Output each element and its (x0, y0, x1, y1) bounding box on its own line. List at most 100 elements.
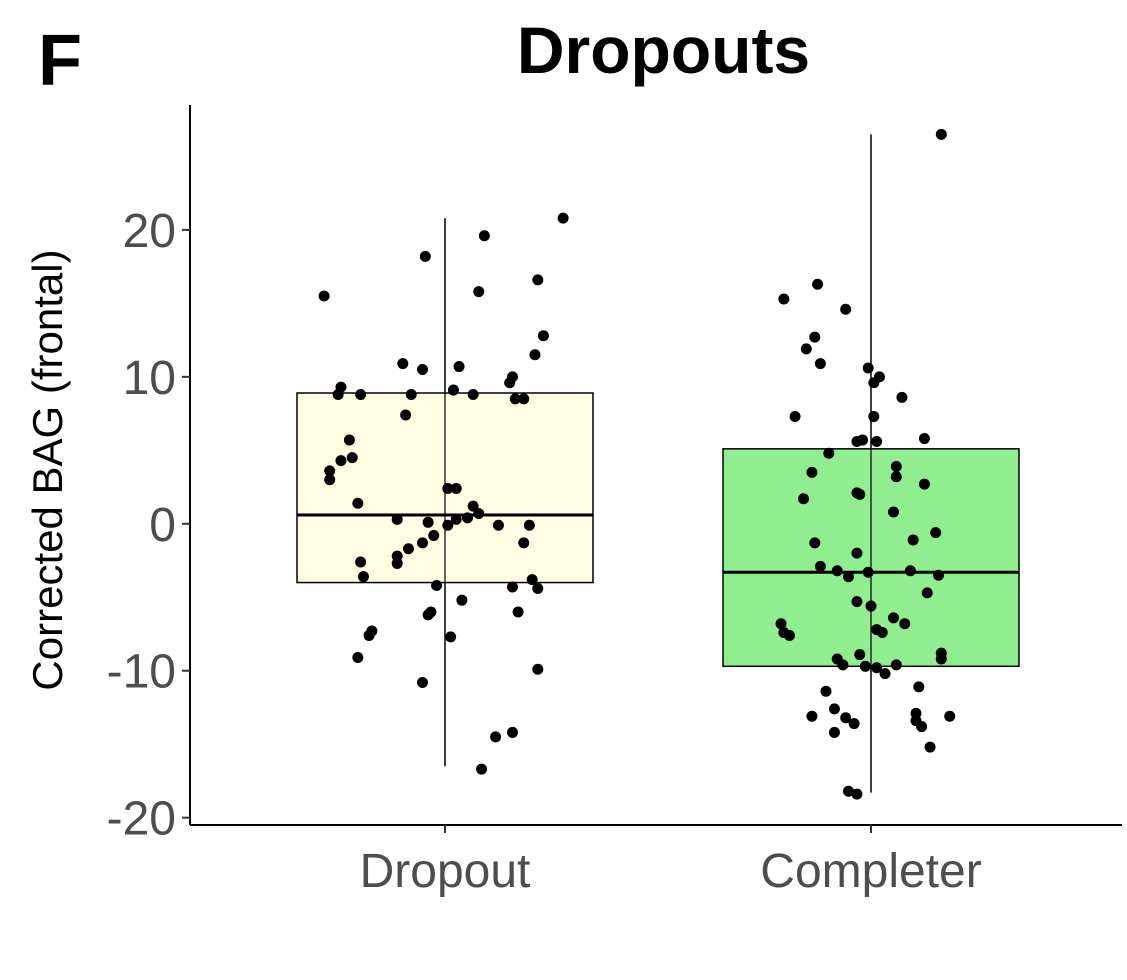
point-completer (890, 659, 902, 671)
point-dropout (526, 574, 538, 586)
point-completer (806, 710, 818, 722)
point-dropout (512, 606, 524, 618)
point-dropout (532, 663, 544, 675)
point-completer (868, 411, 880, 423)
point-dropout (422, 516, 434, 528)
point-completer (840, 303, 852, 315)
point-dropout (363, 629, 375, 641)
point-completer (916, 721, 928, 733)
point-dropout (417, 676, 429, 688)
point-completer (843, 571, 855, 583)
point-dropout (557, 212, 569, 224)
point-dropout (506, 726, 518, 738)
point-completer (828, 703, 840, 715)
point-dropout (357, 571, 369, 583)
point-completer (918, 433, 930, 445)
point-completer (814, 560, 826, 572)
point-dropout (332, 388, 344, 400)
point-completer (837, 659, 849, 671)
point-dropout (504, 377, 516, 389)
point-dropout (473, 507, 485, 519)
point-dropout (402, 543, 414, 555)
point-completer (887, 506, 899, 518)
x-tick-label-completer: Completer (760, 845, 981, 898)
point-completer (800, 343, 812, 355)
point-completer (843, 785, 855, 797)
y-tick-label: -10 (107, 646, 176, 699)
point-completer (924, 741, 936, 753)
point-dropout (343, 434, 355, 446)
point-completer (935, 128, 947, 140)
point-completer (806, 466, 818, 478)
point-dropout (346, 452, 358, 464)
point-dropout (428, 530, 440, 542)
point-completer (907, 534, 919, 546)
point-completer (876, 627, 888, 639)
points (318, 128, 956, 800)
point-completer (854, 649, 866, 661)
point-dropout (391, 513, 403, 525)
point-dropout (318, 290, 330, 302)
point-dropout (518, 537, 530, 549)
point-completer (932, 569, 944, 581)
point-dropout (431, 579, 443, 591)
point-completer (868, 377, 880, 389)
point-dropout (417, 363, 429, 375)
point-dropout (355, 388, 367, 400)
point-dropout (417, 537, 429, 549)
point-dropout (419, 250, 431, 262)
point-dropout (537, 330, 549, 342)
point-dropout (450, 483, 462, 495)
point-dropout (445, 631, 457, 643)
point-dropout (529, 349, 541, 361)
point-dropout (422, 609, 434, 621)
point-completer (775, 618, 787, 630)
point-dropout (400, 409, 412, 421)
point-dropout (335, 455, 347, 467)
point-dropout (456, 594, 468, 606)
point-dropout (405, 388, 417, 400)
point-completer (899, 618, 911, 630)
point-dropout (532, 582, 544, 594)
point-completer (851, 788, 863, 800)
point-completer (913, 681, 925, 693)
point-completer (859, 660, 871, 672)
point-completer (921, 587, 933, 599)
point-dropout (352, 651, 364, 663)
boxes (296, 134, 1020, 793)
point-completer (871, 662, 883, 674)
point-completer (848, 718, 860, 730)
point-completer (840, 712, 852, 724)
point-completer (890, 460, 902, 472)
point-dropout (506, 581, 518, 593)
point-completer (812, 278, 824, 290)
axes (189, 105, 1122, 826)
point-completer (896, 391, 908, 403)
point-dropout (473, 286, 485, 298)
point-dropout (461, 512, 473, 524)
x-tick-label-dropout: Dropout (360, 845, 531, 898)
point-dropout (476, 763, 488, 775)
point-completer (887, 612, 899, 624)
point-dropout (397, 358, 409, 370)
y-tick-label: 0 (149, 499, 176, 552)
point-dropout (518, 393, 530, 405)
point-dropout (324, 474, 336, 486)
point-completer (862, 566, 874, 578)
point-completer (831, 565, 843, 577)
point-completer (783, 629, 795, 641)
point-completer (890, 471, 902, 483)
point-completer (814, 358, 826, 370)
y-tick-label: -20 (107, 793, 176, 846)
point-completer (871, 435, 883, 447)
point-completer (789, 411, 801, 423)
point-completer (904, 565, 916, 577)
point-completer (809, 537, 821, 549)
point-completer (862, 362, 874, 374)
point-dropout (324, 465, 336, 477)
point-dropout (442, 483, 454, 495)
point-dropout (453, 361, 465, 373)
point-completer (930, 527, 942, 539)
point-dropout (492, 519, 504, 531)
